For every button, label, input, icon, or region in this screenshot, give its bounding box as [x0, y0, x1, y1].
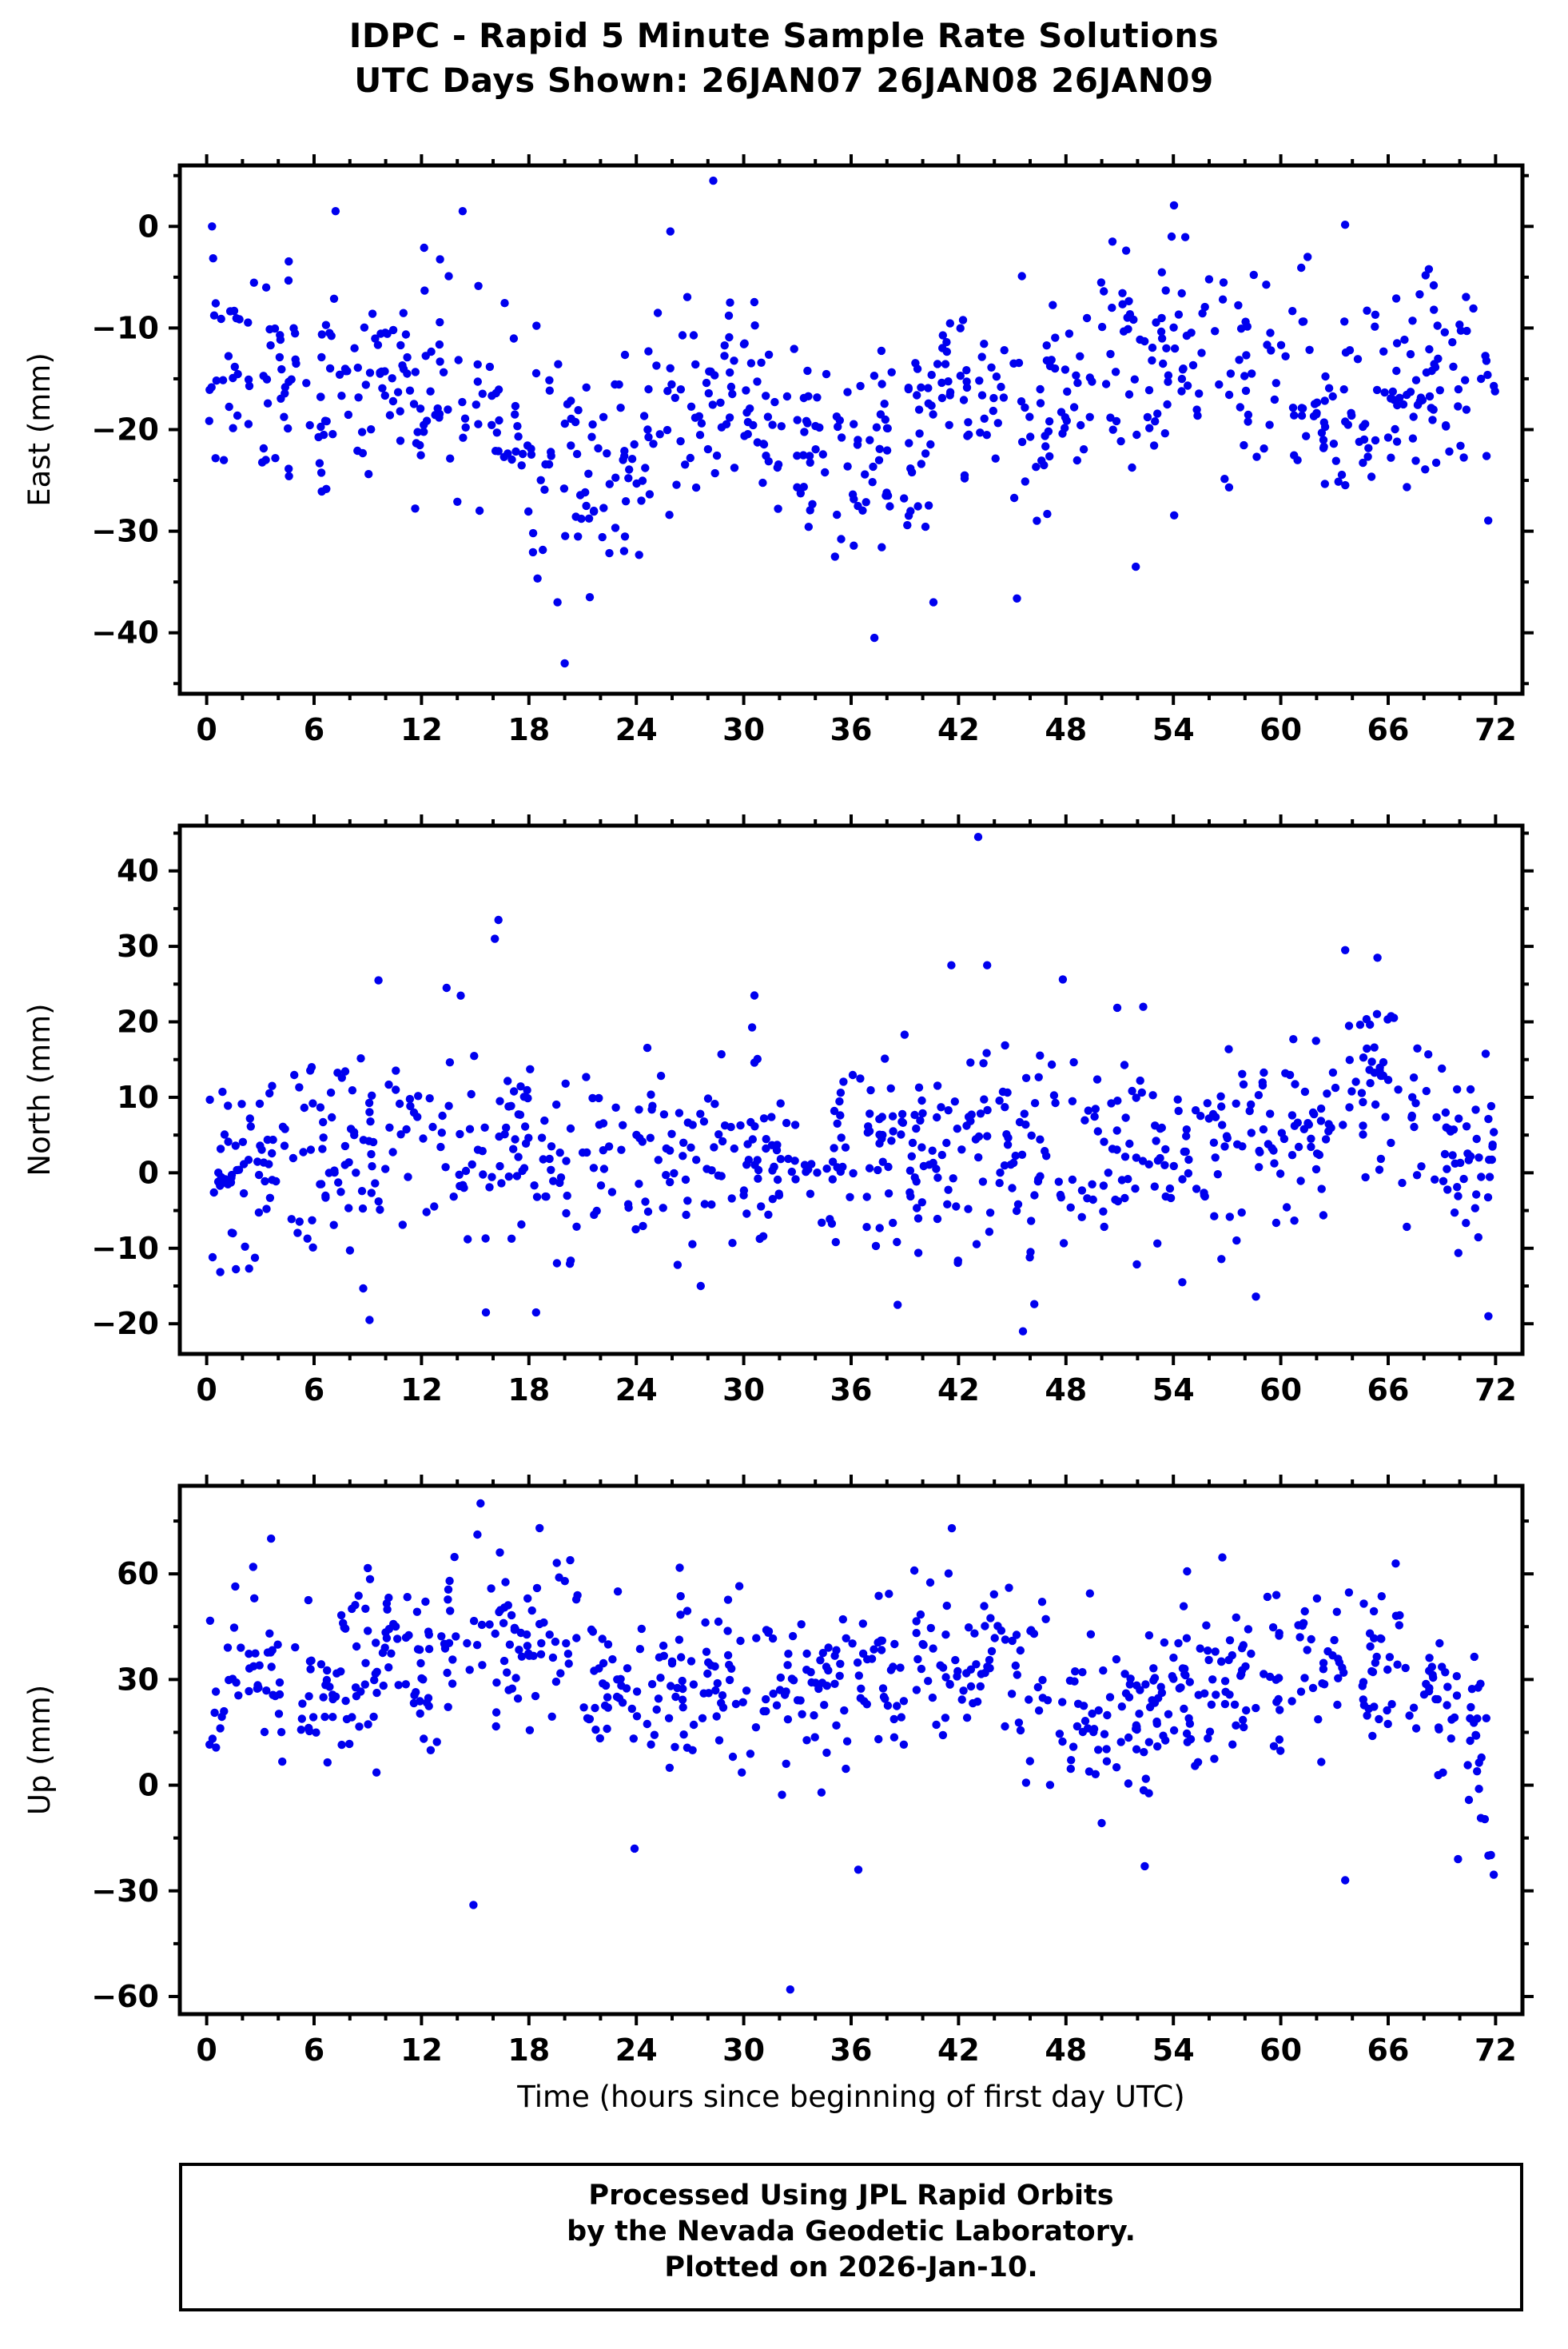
axis-ticks — [169, 814, 1534, 1365]
y-tick-label: 20 — [117, 1005, 159, 1040]
footer-line-1: Processed Using JPL Rapid Orbits — [588, 2180, 1114, 2212]
x-tick-label: 72 — [1474, 712, 1517, 747]
x-tick-label: 36 — [830, 2032, 873, 2068]
y-tick-label: −60 — [91, 1979, 159, 2014]
x-tick-label: 24 — [615, 712, 658, 747]
x-tick-label: 0 — [196, 1372, 217, 1407]
y-tick-label: −40 — [91, 615, 159, 651]
y-axis-label: East (mm) — [22, 352, 57, 507]
x-tick-label: 60 — [1260, 1372, 1302, 1407]
y-tick-label: −30 — [91, 514, 159, 549]
plot-frame — [177, 163, 1525, 696]
footer-line-2: by the Nevada Geodetic Laboratory. — [567, 2216, 1136, 2247]
x-tick-label: 72 — [1474, 1372, 1517, 1407]
y-tick-label: 0 — [138, 1155, 159, 1190]
x-tick-label: 54 — [1152, 712, 1195, 747]
chart-subtitle: UTC Days Shown: 26JAN07 26JAN08 26JAN09 — [354, 61, 1214, 100]
x-tick-label: 36 — [830, 1372, 873, 1407]
x-tick-label: 42 — [937, 712, 980, 747]
x-tick-label: 6 — [304, 712, 324, 747]
y-tick-label: 10 — [117, 1080, 159, 1115]
y-tick-label: 30 — [117, 929, 159, 964]
footer-box: Processed Using JPL Rapid Orbits by the … — [179, 2163, 1523, 2311]
x-tick-label: 72 — [1474, 2032, 1517, 2068]
y-tick-label: −20 — [91, 412, 159, 448]
x-tick-label: 30 — [722, 1372, 765, 1407]
x-tick-label: 18 — [507, 2032, 550, 2068]
plot-frame — [177, 1483, 1525, 2017]
x-tick-label: 60 — [1260, 712, 1302, 747]
chart-title: IDPC - Rapid 5 Minute Sample Rate Soluti… — [348, 16, 1220, 55]
y-tick-label: −10 — [91, 1231, 159, 1266]
east-scatter-panel: 0 6 12 18 24 30 36 42 48 54 60 66 72 0 −10 −20 −30 −40 Eas… — [22, 154, 1534, 747]
x-tick-label: 30 — [722, 712, 765, 747]
y-tick-label: 0 — [138, 209, 159, 244]
x-tick-label: 18 — [507, 712, 550, 747]
x-tick-label: 12 — [400, 1372, 443, 1407]
y-tick-label: −30 — [91, 1873, 159, 1909]
x-tick-label: 6 — [304, 1372, 324, 1407]
x-tick-label: 24 — [615, 1372, 658, 1407]
x-tick-label: 48 — [1045, 712, 1087, 747]
footer-line-3: Plotted on 2026-Jan-10. — [664, 2251, 1038, 2283]
y-axis-label: North (mm) — [22, 1003, 57, 1176]
x-tick-label: 6 — [304, 2032, 324, 2068]
x-tick-label: 0 — [196, 712, 217, 747]
x-tick-label: 66 — [1367, 712, 1410, 747]
x-tick-label: 36 — [830, 712, 873, 747]
y-tick-label: 0 — [138, 1768, 159, 1803]
x-tick-label: 66 — [1367, 1372, 1410, 1407]
x-tick-label: 54 — [1152, 1372, 1195, 1407]
x-axis-label: Time (hours since beginning of first day… — [517, 2080, 1185, 2114]
x-tick-label: 42 — [937, 1372, 980, 1407]
x-tick-label: 0 — [196, 2032, 217, 2068]
y-tick-label: 30 — [117, 1662, 159, 1697]
y-tick-label: 60 — [117, 1556, 159, 1591]
x-tick-label: 30 — [722, 2032, 765, 2068]
y-tick-label: −10 — [91, 310, 159, 345]
x-tick-label: 48 — [1045, 2032, 1087, 2068]
x-tick-label: 42 — [937, 2032, 980, 2068]
y-tick-label: −20 — [91, 1306, 159, 1341]
x-tick-label: 12 — [400, 712, 443, 747]
y-axis-label: Up (mm) — [22, 1685, 57, 1815]
x-tick-label: 66 — [1367, 2032, 1410, 2068]
y-tick-label: 40 — [117, 854, 159, 889]
data-points — [205, 833, 1498, 1336]
up-scatter-panel: 0 6 12 18 24 30 36 42 48 54 60 66 72 −60 −30 0 30 60 Up (m… — [22, 1475, 1534, 2068]
x-tick-label: 24 — [615, 2032, 658, 2068]
x-tick-label: 18 — [507, 1372, 550, 1407]
x-tick-label: 54 — [1152, 2032, 1195, 2068]
plot-frame — [177, 823, 1525, 1356]
data-points — [205, 176, 1499, 668]
x-tick-label: 60 — [1260, 2032, 1302, 2068]
axis-ticks — [169, 1475, 1534, 2025]
data-points — [205, 1499, 1498, 1994]
north-scatter-panel: 0 6 12 18 24 30 36 42 48 54 60 66 72 −20 −10 0 10 20 30 40 N… — [22, 814, 1534, 1407]
x-tick-label: 12 — [400, 2032, 443, 2068]
x-tick-label: 48 — [1045, 1372, 1087, 1407]
